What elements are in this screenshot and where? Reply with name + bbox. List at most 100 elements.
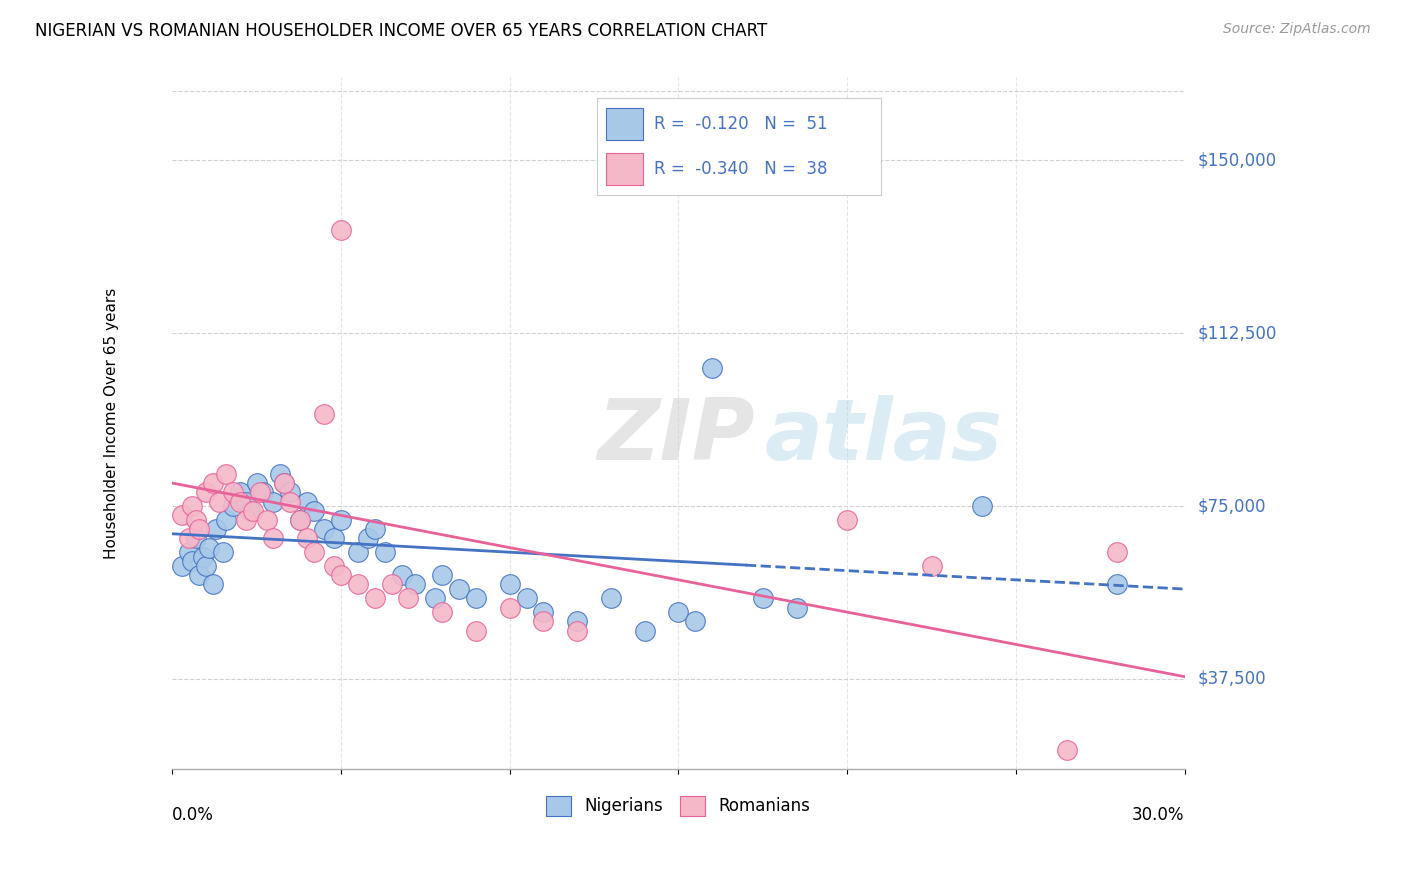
Point	[172, 559, 194, 574]
Point	[249, 485, 271, 500]
Point	[972, 499, 994, 513]
Point	[465, 624, 488, 638]
Point	[269, 467, 291, 481]
Point	[465, 591, 488, 606]
Point	[184, 513, 207, 527]
Point	[357, 532, 380, 546]
Point	[246, 476, 269, 491]
Point	[921, 559, 943, 574]
Point	[280, 494, 302, 508]
Point	[398, 591, 420, 606]
Point	[685, 615, 707, 629]
Point	[1107, 545, 1129, 559]
Point	[184, 532, 207, 546]
Point	[432, 568, 454, 582]
Point	[188, 522, 211, 536]
Point	[290, 513, 312, 527]
Text: $37,500: $37,500	[1198, 670, 1267, 688]
Point	[330, 568, 353, 582]
Point	[330, 513, 353, 527]
Point	[702, 360, 724, 375]
Point	[381, 577, 404, 591]
Point	[668, 605, 690, 619]
Point	[215, 467, 238, 481]
Point	[567, 615, 589, 629]
Point	[181, 499, 204, 513]
Point	[239, 504, 262, 518]
Point	[330, 222, 353, 236]
Point	[752, 591, 775, 606]
Point	[837, 513, 859, 527]
Point	[290, 513, 312, 527]
Point	[195, 559, 218, 574]
Point	[567, 624, 589, 638]
Point	[222, 485, 245, 500]
Point	[229, 494, 252, 508]
Point	[786, 600, 808, 615]
Point	[280, 485, 302, 500]
Point	[191, 549, 214, 564]
Text: atlas: atlas	[765, 395, 1002, 478]
Point	[391, 568, 413, 582]
Point	[516, 591, 538, 606]
Point	[235, 513, 257, 527]
Point	[235, 494, 257, 508]
Point	[347, 545, 370, 559]
Point	[404, 577, 426, 591]
Point	[172, 508, 194, 523]
Text: 30.0%: 30.0%	[1132, 805, 1185, 823]
Point	[1107, 577, 1129, 591]
Point	[314, 407, 336, 421]
Point	[1056, 743, 1078, 757]
Point	[425, 591, 447, 606]
Point	[195, 485, 218, 500]
Text: $150,000: $150,000	[1198, 152, 1277, 169]
Point	[297, 532, 319, 546]
Point	[201, 577, 224, 591]
Point	[179, 532, 201, 546]
Point	[347, 577, 370, 591]
Point	[256, 513, 278, 527]
Point	[364, 591, 387, 606]
Point	[302, 504, 325, 518]
Point	[449, 582, 471, 596]
Point	[533, 615, 555, 629]
Text: $112,500: $112,500	[1198, 325, 1278, 343]
Point	[432, 605, 454, 619]
Point	[273, 476, 295, 491]
Text: ZIP: ZIP	[598, 395, 755, 478]
Point	[208, 494, 231, 508]
Point	[273, 476, 295, 491]
Point	[229, 485, 252, 500]
Text: Householder Income Over 65 years: Householder Income Over 65 years	[104, 287, 120, 558]
Point	[215, 513, 238, 527]
Point	[212, 545, 235, 559]
Point	[634, 624, 657, 638]
Point	[374, 545, 396, 559]
Legend: Nigerians, Romanians: Nigerians, Romanians	[540, 789, 817, 822]
Point	[263, 532, 285, 546]
Point	[179, 545, 201, 559]
Point	[533, 605, 555, 619]
Point	[600, 591, 623, 606]
Point	[323, 532, 346, 546]
Point	[198, 541, 221, 555]
Point	[364, 522, 387, 536]
Point	[302, 545, 325, 559]
Point	[323, 559, 346, 574]
Text: $75,000: $75,000	[1198, 497, 1267, 515]
Text: Source: ZipAtlas.com: Source: ZipAtlas.com	[1223, 22, 1371, 37]
Point	[242, 504, 264, 518]
Point	[201, 476, 224, 491]
Point	[188, 568, 211, 582]
Point	[314, 522, 336, 536]
Point	[499, 600, 522, 615]
Point	[222, 499, 245, 513]
Point	[499, 577, 522, 591]
Text: 0.0%: 0.0%	[173, 805, 214, 823]
Point	[297, 494, 319, 508]
Point	[205, 522, 228, 536]
Text: NIGERIAN VS ROMANIAN HOUSEHOLDER INCOME OVER 65 YEARS CORRELATION CHART: NIGERIAN VS ROMANIAN HOUSEHOLDER INCOME …	[35, 22, 768, 40]
Point	[252, 485, 274, 500]
Point	[263, 494, 285, 508]
